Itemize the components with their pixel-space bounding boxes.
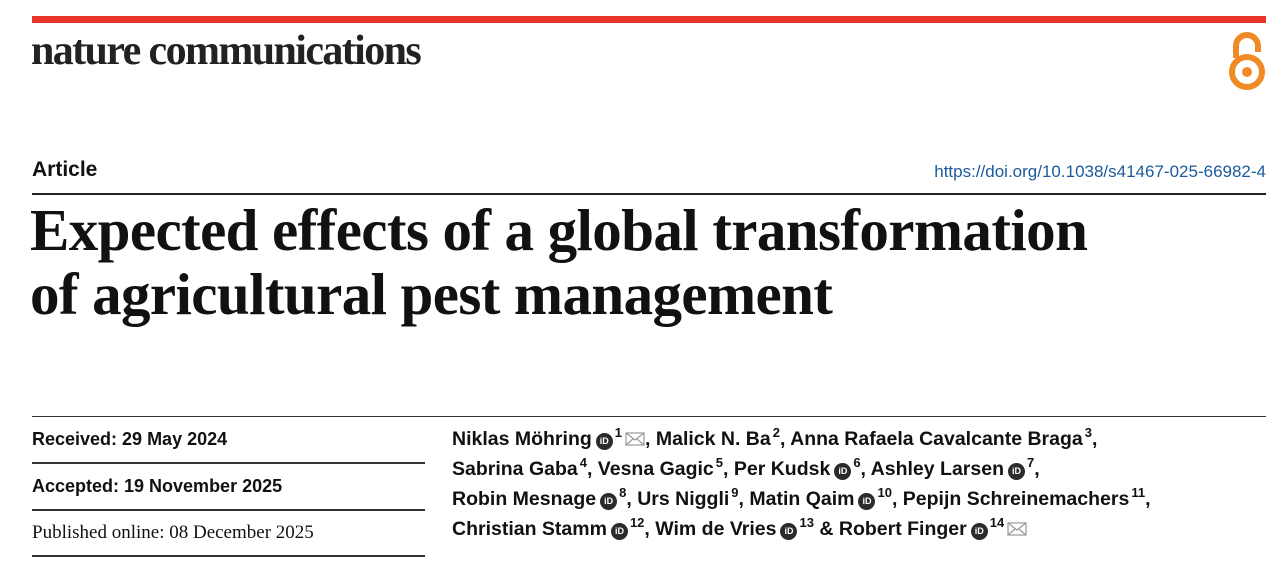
author-name[interactable]: Christian Stamm bbox=[452, 518, 607, 540]
doi-link[interactable]: https://doi.org/10.1038/s41467-025-66982… bbox=[934, 162, 1266, 181]
affiliation-number[interactable]: 7 bbox=[1026, 455, 1035, 470]
author-item: Pepijn Schreinemachers 11, bbox=[902, 485, 1151, 510]
affiliation-number[interactable]: 11 bbox=[1131, 485, 1146, 500]
affiliation-number[interactable]: 6 bbox=[853, 455, 861, 470]
affiliation-number[interactable]: 4 bbox=[579, 455, 587, 470]
author-separator: , bbox=[860, 458, 871, 480]
author-name[interactable]: Vesna Gagic bbox=[597, 458, 714, 480]
title-line-1: Expected effects of a global transformat… bbox=[30, 197, 1088, 263]
orcid-icon[interactable]: iD bbox=[595, 433, 613, 450]
open-access-lock-icon bbox=[1229, 32, 1265, 90]
author-name[interactable]: Wim de Vries bbox=[655, 518, 777, 540]
author-name[interactable]: Robert Finger bbox=[838, 518, 967, 540]
affiliation-number[interactable]: 9 bbox=[731, 485, 739, 500]
journal-accent-bar bbox=[32, 16, 1266, 23]
author-item: Anna Rafaela Cavalcante Braga 3, bbox=[790, 425, 1098, 450]
affiliation-number[interactable]: 10 bbox=[877, 485, 892, 500]
author-item: Wim de Vries iD13 & bbox=[655, 515, 839, 540]
author-name[interactable]: Robin Mesnage bbox=[452, 488, 597, 510]
author-item: Per Kudsk iD6, bbox=[733, 455, 871, 480]
affiliation-number[interactable]: 12 bbox=[629, 515, 645, 530]
author-name[interactable]: Sabrina Gaba bbox=[452, 458, 578, 480]
author-item: Matin Qaim iD10, bbox=[749, 485, 903, 510]
article-title: Expected effects of a global transformat… bbox=[30, 198, 1270, 326]
metadata-divider bbox=[32, 416, 1266, 417]
orcid-icon[interactable]: iD bbox=[780, 523, 798, 540]
publication-dates: Received: 29 May 2024 Accepted: 19 Novem… bbox=[32, 417, 425, 557]
author-separator: , bbox=[1145, 488, 1151, 510]
author-separator: , bbox=[626, 488, 638, 510]
title-line-2: of agricultural pest management bbox=[30, 261, 833, 327]
author-separator: , bbox=[645, 428, 656, 450]
orcid-icon[interactable]: iD bbox=[834, 463, 852, 480]
author-name[interactable]: Malick N. Ba bbox=[655, 428, 771, 450]
article-type: Article bbox=[32, 158, 98, 181]
author-name[interactable]: Per Kudsk bbox=[733, 458, 831, 480]
author-separator: , bbox=[1091, 428, 1098, 450]
author-separator: , bbox=[779, 428, 791, 450]
author-separator: , bbox=[1034, 458, 1040, 480]
author-separator: , bbox=[586, 458, 598, 480]
author-separator: , bbox=[644, 518, 656, 540]
orcid-icon[interactable]: iD bbox=[970, 523, 988, 540]
affiliation-number[interactable]: 3 bbox=[1084, 425, 1092, 440]
author-item: Niklas Möhring iD1, bbox=[452, 425, 656, 450]
envelope-icon[interactable] bbox=[1007, 522, 1027, 536]
author-name[interactable]: Niklas Möhring bbox=[452, 428, 592, 450]
author-name[interactable]: Ashley Larsen bbox=[870, 458, 1004, 480]
author-name[interactable]: Urs Niggli bbox=[637, 488, 730, 510]
orcid-icon[interactable]: iD bbox=[1007, 463, 1025, 480]
affiliation-number[interactable]: 5 bbox=[715, 455, 724, 470]
author-list: Niklas Möhring iD1, Malick N. Ba 2, Anna R… bbox=[452, 424, 1267, 544]
orcid-icon[interactable]: iD bbox=[600, 493, 618, 510]
author-separator: , bbox=[723, 458, 734, 480]
author-separator: , bbox=[738, 488, 750, 510]
envelope-icon[interactable] bbox=[625, 432, 645, 446]
author-item: Sabrina Gaba 4, bbox=[452, 455, 598, 480]
orcid-icon[interactable]: iD bbox=[610, 523, 628, 540]
affiliation-number[interactable]: 13 bbox=[799, 515, 814, 530]
affiliation-number[interactable]: 8 bbox=[619, 485, 627, 500]
received-date: Received: 29 May 2024 bbox=[32, 417, 425, 464]
author-item: Malick N. Ba 2, bbox=[655, 425, 791, 450]
header-divider bbox=[32, 193, 1266, 195]
author-name[interactable]: Pepijn Schreinemachers bbox=[902, 488, 1130, 510]
author-name[interactable]: Matin Qaim bbox=[749, 488, 855, 510]
affiliation-number[interactable]: 1 bbox=[614, 425, 623, 440]
affiliation-number[interactable]: 2 bbox=[772, 425, 780, 440]
author-separator: & bbox=[813, 518, 839, 540]
author-item: Robin Mesnage iD8, bbox=[452, 485, 638, 510]
author-item: Christian Stamm iD12, bbox=[452, 515, 656, 540]
author-item: Urs Niggli 9, bbox=[637, 485, 750, 510]
accepted-date: Accepted: 19 November 2025 bbox=[32, 464, 425, 511]
author-item: Ashley Larsen iD7, bbox=[870, 455, 1040, 480]
affiliation-number[interactable]: 14 bbox=[989, 515, 1005, 530]
author-item: Robert Finger iD14 bbox=[838, 515, 1027, 540]
published-date: Published online: 08 December 2025 bbox=[32, 511, 425, 557]
author-item: Vesna Gagic 5, bbox=[597, 455, 734, 480]
author-separator: , bbox=[891, 488, 903, 510]
author-name[interactable]: Anna Rafaela Cavalcante Braga bbox=[790, 428, 1083, 450]
journal-name[interactable]: nature communications bbox=[31, 28, 422, 74]
orcid-icon[interactable]: iD bbox=[858, 493, 876, 510]
